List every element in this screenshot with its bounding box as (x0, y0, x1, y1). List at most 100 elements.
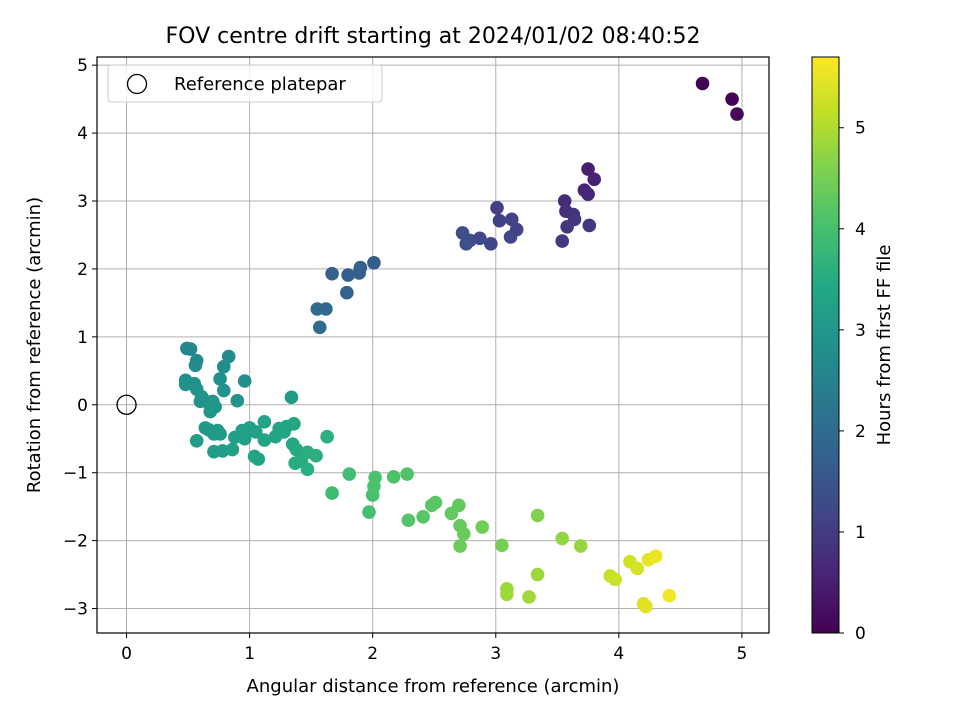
data-point (309, 448, 323, 463)
data-point (287, 416, 301, 431)
data-point (475, 520, 490, 534)
data-point (639, 599, 653, 614)
data-point (484, 236, 498, 251)
y-tick-label: −2 (63, 532, 88, 552)
data-point (225, 442, 240, 457)
y-tick-label: 0 (77, 396, 88, 416)
data-point (608, 572, 622, 587)
legend-marker-reference (126, 73, 148, 95)
data-point (459, 236, 474, 251)
data-point (500, 587, 514, 602)
x-tick-label: 0 (121, 644, 132, 664)
data-point (312, 320, 327, 335)
data-points (178, 76, 744, 614)
data-point (581, 187, 595, 202)
colorbar-label: Hours from first FF file (874, 245, 895, 446)
data-point (216, 359, 231, 374)
data-point (573, 539, 588, 553)
data-point (560, 220, 574, 234)
x-tick-label: 1 (244, 644, 255, 664)
data-point (189, 433, 204, 448)
colorbar-tick-label: 1 (855, 523, 866, 543)
data-point (248, 425, 263, 439)
data-point (188, 358, 203, 373)
data-point (503, 230, 518, 244)
data-point (557, 194, 572, 208)
data-point (492, 213, 507, 228)
x-tick-label: 2 (367, 644, 378, 664)
data-point (490, 200, 504, 215)
data-point (237, 374, 252, 388)
data-point (325, 266, 339, 281)
data-point (208, 400, 222, 414)
y-tick-label: 1 (77, 328, 88, 348)
data-point (582, 218, 597, 233)
reference-platepar-marker (116, 394, 137, 415)
data-point (325, 486, 339, 500)
chart-title: FOV centre drift starting at 2024/01/02 … (166, 24, 701, 49)
data-point (581, 162, 595, 176)
x-axis-label: Angular distance from reference (arcmin) (247, 676, 620, 697)
data-point (352, 266, 366, 280)
data-point (587, 172, 602, 187)
data-point (455, 226, 470, 240)
colorbar-tick-label: 4 (855, 220, 866, 240)
data-point (504, 212, 519, 227)
data-point (257, 414, 272, 429)
colorbar-tick-label: 3 (855, 321, 866, 341)
y-tick-label: 5 (77, 56, 88, 76)
reference-marker-layer (116, 394, 137, 415)
data-point (522, 590, 536, 604)
data-point (530, 567, 545, 582)
x-tick-label: 3 (490, 644, 501, 664)
colorbar-tick-label: 0 (855, 624, 866, 644)
y-axis-label: Rotation from reference (arcmin) (24, 197, 45, 493)
data-point (530, 508, 545, 523)
y-tick-label: 3 (77, 192, 88, 212)
data-point (416, 510, 430, 524)
y-tick-label: 2 (77, 260, 88, 280)
colorbar-tick-label: 2 (855, 422, 866, 442)
data-point (341, 268, 355, 282)
data-point (730, 107, 744, 121)
x-tick-label: 5 (737, 644, 748, 664)
x-axis-ticks: 0 1 2 3 4 5 (121, 633, 747, 664)
data-point (428, 495, 443, 510)
data-point (400, 467, 414, 481)
data-point (221, 349, 236, 364)
y-tick-label: −1 (63, 464, 88, 484)
y-tick-label: −3 (63, 600, 88, 620)
grid (97, 57, 769, 633)
data-point (300, 462, 315, 477)
legend-box (107, 64, 383, 103)
data-point (555, 234, 570, 248)
data-point (207, 427, 221, 441)
colorbar: 0 1 2 3 4 5 Hours from first FF file (811, 56, 895, 644)
data-point (183, 342, 198, 356)
data-point (362, 505, 376, 519)
data-point (555, 531, 570, 546)
data-point (648, 549, 663, 564)
data-point (213, 372, 227, 386)
plot-frame (96, 56, 770, 634)
data-point (695, 76, 710, 91)
data-point (237, 431, 252, 446)
data-point (284, 390, 299, 405)
legend-label-reference: Reference platepar (174, 74, 346, 95)
data-point (340, 285, 354, 300)
data-point (495, 538, 509, 553)
data-point (257, 433, 272, 447)
data-point (216, 383, 231, 398)
data-point (452, 498, 466, 513)
y-tick-label: 4 (77, 124, 88, 144)
data-point (630, 561, 645, 576)
colorbar-ticks: 0 1 2 3 4 5 (839, 119, 866, 644)
legend: Reference platepar (107, 64, 383, 103)
x-tick-label: 4 (613, 644, 624, 664)
data-point (230, 393, 245, 408)
colorbar-tick-label: 5 (855, 119, 866, 139)
data-point (319, 302, 333, 316)
data-point (342, 467, 357, 481)
data-point (251, 452, 266, 466)
data-point (367, 256, 381, 270)
